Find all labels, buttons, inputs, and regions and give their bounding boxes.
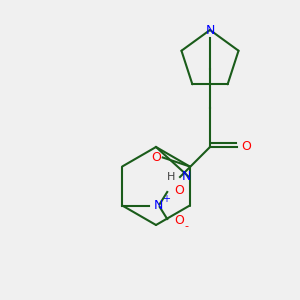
Text: O: O — [175, 214, 184, 227]
Text: O: O — [242, 140, 251, 154]
Text: +: + — [162, 194, 170, 205]
Text: O: O — [175, 184, 184, 197]
Text: O: O — [152, 151, 161, 164]
Text: H: H — [167, 172, 176, 182]
Text: N: N — [205, 23, 215, 37]
Text: N: N — [154, 199, 163, 212]
Text: N: N — [182, 170, 191, 184]
Text: -: - — [185, 221, 189, 232]
